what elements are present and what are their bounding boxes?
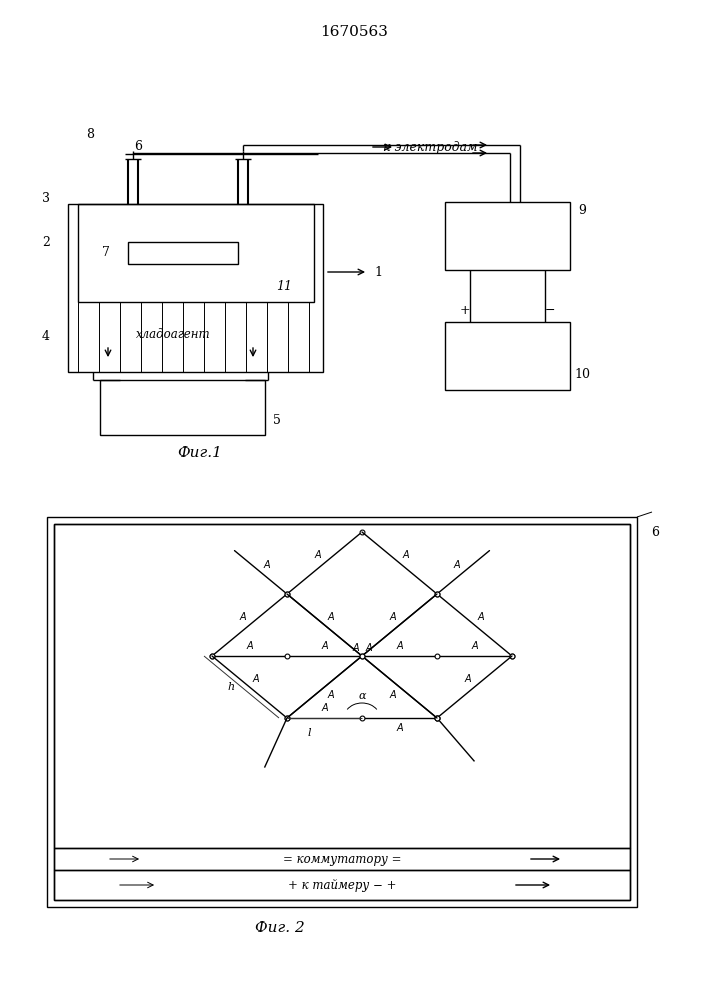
Text: 4: 4: [42, 330, 50, 344]
Text: A: A: [390, 690, 397, 700]
Bar: [128, 242, 238, 264]
Text: A: A: [264, 560, 271, 570]
Text: хладоагент: хладоагент: [136, 328, 210, 342]
Text: 3: 3: [42, 192, 50, 206]
Bar: [54, 870, 630, 900]
Text: A: A: [471, 641, 478, 651]
Bar: [54, 524, 630, 900]
Text: α: α: [358, 691, 366, 701]
Text: A: A: [321, 703, 328, 713]
Text: A: A: [252, 674, 259, 684]
Bar: [47, 517, 637, 907]
Text: h: h: [228, 682, 235, 692]
Text: 10: 10: [574, 368, 590, 381]
Text: 8: 8: [86, 127, 94, 140]
Text: 2: 2: [42, 236, 50, 249]
Bar: [68, 204, 323, 372]
Text: A: A: [352, 643, 359, 653]
Text: A: A: [454, 560, 460, 570]
Text: A: A: [240, 612, 247, 622]
Text: A: A: [315, 550, 322, 560]
Text: l: l: [308, 728, 311, 738]
Text: A: A: [327, 612, 334, 622]
Text: 5: 5: [273, 414, 281, 426]
Bar: [78, 204, 314, 302]
Text: A: A: [464, 674, 472, 684]
Text: 9: 9: [578, 204, 586, 217]
Text: 6: 6: [134, 140, 142, 153]
Text: 1: 1: [374, 265, 382, 278]
Bar: [100, 380, 265, 435]
Text: A: A: [477, 612, 484, 622]
Bar: [54, 848, 630, 870]
Text: A: A: [246, 641, 253, 651]
Text: A: A: [390, 612, 397, 622]
Text: = коммутатору =: = коммутатору =: [283, 852, 402, 865]
Text: 7: 7: [102, 246, 110, 259]
Bar: [54, 524, 630, 848]
Text: + к таймеру − +: + к таймеру − +: [288, 879, 396, 892]
Text: 11: 11: [276, 280, 292, 294]
Text: A: A: [396, 723, 403, 733]
Text: A: A: [402, 550, 409, 560]
Text: A: A: [365, 643, 372, 653]
Text: A: A: [327, 690, 334, 700]
Text: 6: 6: [651, 526, 659, 538]
Text: A: A: [396, 641, 403, 651]
Text: к электродам: к электродам: [382, 140, 477, 153]
Text: 1670563: 1670563: [320, 25, 388, 39]
Bar: [445, 322, 570, 390]
Text: A: A: [321, 641, 328, 651]
Bar: [445, 202, 570, 270]
Text: Фиг. 2: Фиг. 2: [255, 921, 305, 935]
Text: −: −: [545, 304, 555, 316]
Text: Фиг.1: Фиг.1: [177, 446, 223, 460]
Text: +: +: [460, 304, 470, 316]
